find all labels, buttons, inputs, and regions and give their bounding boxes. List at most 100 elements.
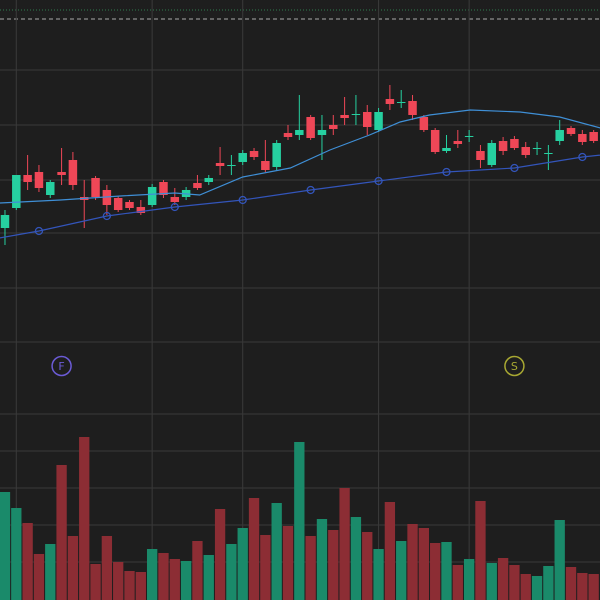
candle-body [317, 130, 327, 135]
candle-body [295, 130, 304, 135]
event-label: S [511, 360, 518, 373]
volume-bar [33, 554, 45, 600]
ma-marker [442, 167, 451, 177]
candle-body [261, 161, 270, 170]
volume-bar [101, 536, 113, 600]
volume-bar [248, 498, 260, 600]
volume-bar [509, 565, 520, 600]
candle-body [170, 197, 180, 202]
candle-body [396, 102, 406, 103]
volume-bar [56, 465, 67, 600]
candle-body [46, 182, 55, 195]
candle-body [159, 182, 168, 195]
volume-bar [67, 536, 79, 600]
volume-bar [158, 553, 169, 600]
ma-marker [102, 211, 112, 221]
candle-body [487, 143, 497, 165]
volume-bar [79, 437, 90, 600]
ma-marker [578, 152, 587, 162]
candle-body [419, 117, 429, 130]
volume-bar [11, 508, 22, 600]
candle-body [249, 151, 259, 157]
candle-body [464, 136, 474, 137]
volume-bar [124, 571, 135, 600]
volume-bar [384, 502, 396, 600]
ma-marker [170, 202, 179, 212]
candle-body [0, 215, 10, 228]
volume-bar [305, 536, 316, 600]
candle-body [442, 148, 451, 151]
ma-marker [510, 163, 519, 173]
candle-body [430, 130, 440, 152]
volume-bar [271, 503, 282, 600]
candle-body [12, 175, 21, 208]
candle-body [113, 198, 123, 210]
candle-body [215, 163, 225, 166]
volume-bar [531, 576, 543, 600]
candle-body [340, 115, 349, 118]
event-marker [51, 355, 72, 377]
candle-body [498, 141, 508, 151]
volume-bar [396, 541, 407, 600]
volume-bar [407, 524, 418, 600]
volume-bar [203, 555, 214, 600]
volume-bar [180, 561, 192, 600]
ma-marker [238, 195, 247, 205]
volume-bar [45, 544, 56, 600]
candle-body [476, 151, 485, 160]
volume-bar [350, 517, 362, 600]
volume-bar [294, 442, 305, 600]
candle-body [453, 141, 463, 144]
volume-bar [441, 542, 452, 600]
volume-bar [362, 532, 373, 600]
volume-bar [486, 563, 497, 600]
volume-bar [430, 543, 441, 600]
event-marker [504, 355, 525, 377]
volume-bar [22, 523, 33, 600]
volume-bar [237, 528, 248, 600]
candle-body [147, 187, 157, 205]
volume-bar [214, 509, 226, 600]
volume-bar [113, 562, 124, 600]
volume-bar [169, 559, 180, 600]
candle-body [68, 160, 78, 185]
volume-bar [192, 541, 203, 600]
candle-body [238, 153, 247, 162]
candle-body [34, 172, 44, 188]
candle-body [566, 128, 576, 134]
volume-bar [543, 566, 554, 600]
volume-bar [282, 526, 294, 600]
volume-bar [463, 559, 475, 600]
volume-bar [588, 574, 599, 600]
candle-body [363, 112, 372, 127]
candle-body [351, 114, 361, 115]
candle-body [408, 101, 417, 115]
moving-average-line [0, 154, 600, 239]
volume-bar [418, 528, 430, 600]
candle-body [57, 172, 66, 175]
volume-bar [373, 549, 384, 600]
candle-body [125, 202, 134, 208]
volume-bar [339, 488, 350, 600]
ma-marker [306, 185, 315, 195]
volume-bar [316, 519, 328, 600]
candle-body [272, 143, 281, 167]
volume-bar [0, 492, 11, 600]
volume-bar [146, 549, 158, 600]
volume-bar [497, 558, 509, 600]
moving-average-line [0, 109, 600, 204]
volume-bar [90, 564, 101, 600]
candle-body [544, 153, 553, 154]
volume-bar [520, 574, 531, 600]
volume-bar [328, 530, 339, 600]
volume-bar [226, 544, 237, 600]
volume-bar [135, 572, 146, 600]
candle-body [374, 112, 383, 130]
candle-body [283, 133, 293, 137]
ma-marker [374, 176, 383, 186]
candle-body [510, 139, 519, 148]
event-label: F [58, 360, 64, 373]
candle-body [578, 134, 587, 142]
